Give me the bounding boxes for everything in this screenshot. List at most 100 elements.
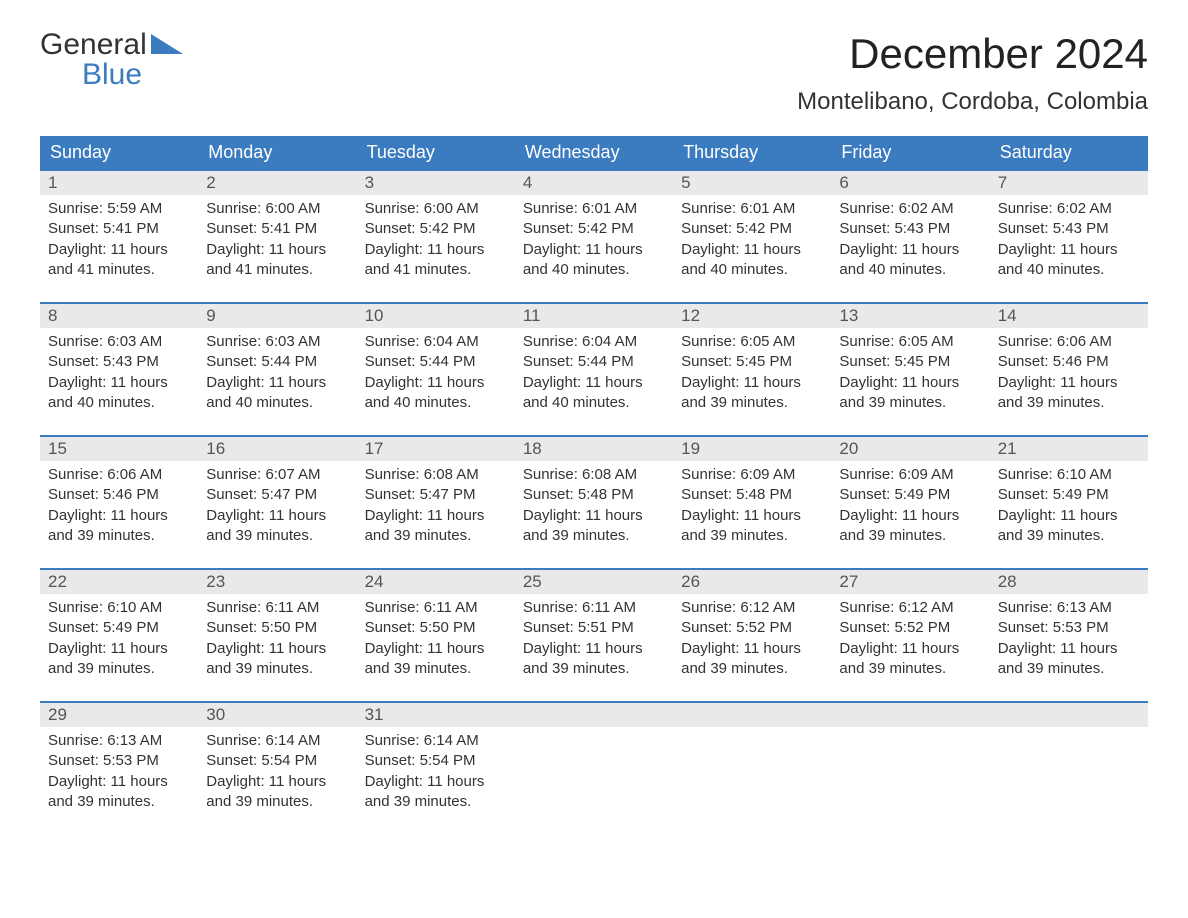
daylight-text: Daylight: 11 hours xyxy=(206,772,348,792)
daylight-text: Daylight: 11 hours xyxy=(48,373,190,393)
day-number: 1 xyxy=(40,171,198,195)
daylight-text-2: and 40 minutes. xyxy=(839,260,981,280)
day-number: 25 xyxy=(515,570,673,594)
day-number: 10 xyxy=(357,304,515,328)
sunset-text: Sunset: 5:44 PM xyxy=(206,352,348,372)
sunset-text: Sunset: 5:46 PM xyxy=(48,485,190,505)
day-cell: Sunrise: 6:11 AMSunset: 5:50 PMDaylight:… xyxy=(357,594,515,687)
day-cell xyxy=(990,727,1148,820)
sunset-text: Sunset: 5:49 PM xyxy=(48,618,190,638)
day-cell: Sunrise: 6:12 AMSunset: 5:52 PMDaylight:… xyxy=(673,594,831,687)
week-row: 22232425262728Sunrise: 6:10 AMSunset: 5:… xyxy=(40,568,1148,687)
daylight-text-2: and 39 minutes. xyxy=(48,526,190,546)
day-cell: Sunrise: 6:14 AMSunset: 5:54 PMDaylight:… xyxy=(357,727,515,820)
day-cell: Sunrise: 6:09 AMSunset: 5:48 PMDaylight:… xyxy=(673,461,831,554)
sunset-text: Sunset: 5:49 PM xyxy=(839,485,981,505)
sunrise-text: Sunrise: 6:13 AM xyxy=(48,731,190,751)
daylight-text: Daylight: 11 hours xyxy=(365,240,507,260)
month-title: December 2024 xyxy=(797,30,1148,78)
weekday-header-row: SundayMondayTuesdayWednesdayThursdayFrid… xyxy=(40,136,1148,169)
sunset-text: Sunset: 5:48 PM xyxy=(523,485,665,505)
daylight-text-2: and 40 minutes. xyxy=(681,260,823,280)
daylight-text-2: and 39 minutes. xyxy=(681,526,823,546)
day-cell: Sunrise: 6:14 AMSunset: 5:54 PMDaylight:… xyxy=(198,727,356,820)
daylight-text-2: and 40 minutes. xyxy=(523,260,665,280)
day-number: 3 xyxy=(357,171,515,195)
day-cell: Sunrise: 6:06 AMSunset: 5:46 PMDaylight:… xyxy=(40,461,198,554)
sunset-text: Sunset: 5:54 PM xyxy=(365,751,507,771)
title-block: December 2024 Montelibano, Cordoba, Colo… xyxy=(797,30,1148,126)
sunset-text: Sunset: 5:48 PM xyxy=(681,485,823,505)
daylight-text-2: and 39 minutes. xyxy=(998,393,1140,413)
daylight-text-2: and 39 minutes. xyxy=(839,393,981,413)
sunrise-text: Sunrise: 6:03 AM xyxy=(48,332,190,352)
day-number: 14 xyxy=(990,304,1148,328)
weekday-header: Wednesday xyxy=(515,136,673,169)
sunset-text: Sunset: 5:51 PM xyxy=(523,618,665,638)
daylight-text-2: and 40 minutes. xyxy=(206,393,348,413)
daylight-text-2: and 39 minutes. xyxy=(365,792,507,812)
daylight-text-2: and 39 minutes. xyxy=(206,659,348,679)
day-number: 22 xyxy=(40,570,198,594)
day-number: 5 xyxy=(673,171,831,195)
day-number: 6 xyxy=(831,171,989,195)
sunrise-text: Sunrise: 6:07 AM xyxy=(206,465,348,485)
daylight-text: Daylight: 11 hours xyxy=(48,240,190,260)
day-cell: Sunrise: 5:59 AMSunset: 5:41 PMDaylight:… xyxy=(40,195,198,288)
sunset-text: Sunset: 5:41 PM xyxy=(48,219,190,239)
day-content-row: Sunrise: 6:06 AMSunset: 5:46 PMDaylight:… xyxy=(40,461,1148,554)
day-number-row: 891011121314 xyxy=(40,304,1148,328)
day-number: 15 xyxy=(40,437,198,461)
logo-triangle-icon xyxy=(151,30,183,60)
day-cell: Sunrise: 6:13 AMSunset: 5:53 PMDaylight:… xyxy=(40,727,198,820)
daylight-text-2: and 41 minutes. xyxy=(365,260,507,280)
day-number: 8 xyxy=(40,304,198,328)
day-number: 19 xyxy=(673,437,831,461)
daylight-text: Daylight: 11 hours xyxy=(365,506,507,526)
day-cell: Sunrise: 6:10 AMSunset: 5:49 PMDaylight:… xyxy=(40,594,198,687)
day-number: 4 xyxy=(515,171,673,195)
logo-word1: General xyxy=(40,30,147,60)
sunrise-text: Sunrise: 6:06 AM xyxy=(998,332,1140,352)
sunset-text: Sunset: 5:47 PM xyxy=(365,485,507,505)
weekday-header: Thursday xyxy=(673,136,831,169)
day-cell: Sunrise: 6:00 AMSunset: 5:42 PMDaylight:… xyxy=(357,195,515,288)
day-number: 29 xyxy=(40,703,198,727)
day-number xyxy=(673,703,831,727)
daylight-text-2: and 39 minutes. xyxy=(523,659,665,679)
daylight-text: Daylight: 11 hours xyxy=(48,772,190,792)
sunset-text: Sunset: 5:42 PM xyxy=(523,219,665,239)
sunrise-text: Sunrise: 6:09 AM xyxy=(839,465,981,485)
day-number: 23 xyxy=(198,570,356,594)
sunset-text: Sunset: 5:49 PM xyxy=(998,485,1140,505)
daylight-text-2: and 39 minutes. xyxy=(998,526,1140,546)
day-content-row: Sunrise: 6:03 AMSunset: 5:43 PMDaylight:… xyxy=(40,328,1148,421)
daylight-text: Daylight: 11 hours xyxy=(48,506,190,526)
day-number: 18 xyxy=(515,437,673,461)
day-cell: Sunrise: 6:02 AMSunset: 5:43 PMDaylight:… xyxy=(831,195,989,288)
day-cell: Sunrise: 6:13 AMSunset: 5:53 PMDaylight:… xyxy=(990,594,1148,687)
daylight-text-2: and 39 minutes. xyxy=(365,526,507,546)
day-cell: Sunrise: 6:05 AMSunset: 5:45 PMDaylight:… xyxy=(831,328,989,421)
day-number: 13 xyxy=(831,304,989,328)
sunset-text: Sunset: 5:52 PM xyxy=(839,618,981,638)
day-number xyxy=(515,703,673,727)
daylight-text: Daylight: 11 hours xyxy=(681,506,823,526)
sunset-text: Sunset: 5:46 PM xyxy=(998,352,1140,372)
daylight-text-2: and 41 minutes. xyxy=(48,260,190,280)
day-cell: Sunrise: 6:12 AMSunset: 5:52 PMDaylight:… xyxy=(831,594,989,687)
daylight-text-2: and 39 minutes. xyxy=(839,659,981,679)
day-cell xyxy=(831,727,989,820)
sunrise-text: Sunrise: 6:08 AM xyxy=(365,465,507,485)
day-cell: Sunrise: 6:03 AMSunset: 5:44 PMDaylight:… xyxy=(198,328,356,421)
day-cell: Sunrise: 6:11 AMSunset: 5:50 PMDaylight:… xyxy=(198,594,356,687)
day-cell: Sunrise: 6:08 AMSunset: 5:48 PMDaylight:… xyxy=(515,461,673,554)
daylight-text: Daylight: 11 hours xyxy=(998,373,1140,393)
day-number: 16 xyxy=(198,437,356,461)
daylight-text: Daylight: 11 hours xyxy=(206,373,348,393)
day-number xyxy=(990,703,1148,727)
daylight-text-2: and 39 minutes. xyxy=(206,526,348,546)
day-cell: Sunrise: 6:03 AMSunset: 5:43 PMDaylight:… xyxy=(40,328,198,421)
sunrise-text: Sunrise: 5:59 AM xyxy=(48,199,190,219)
daylight-text: Daylight: 11 hours xyxy=(48,639,190,659)
